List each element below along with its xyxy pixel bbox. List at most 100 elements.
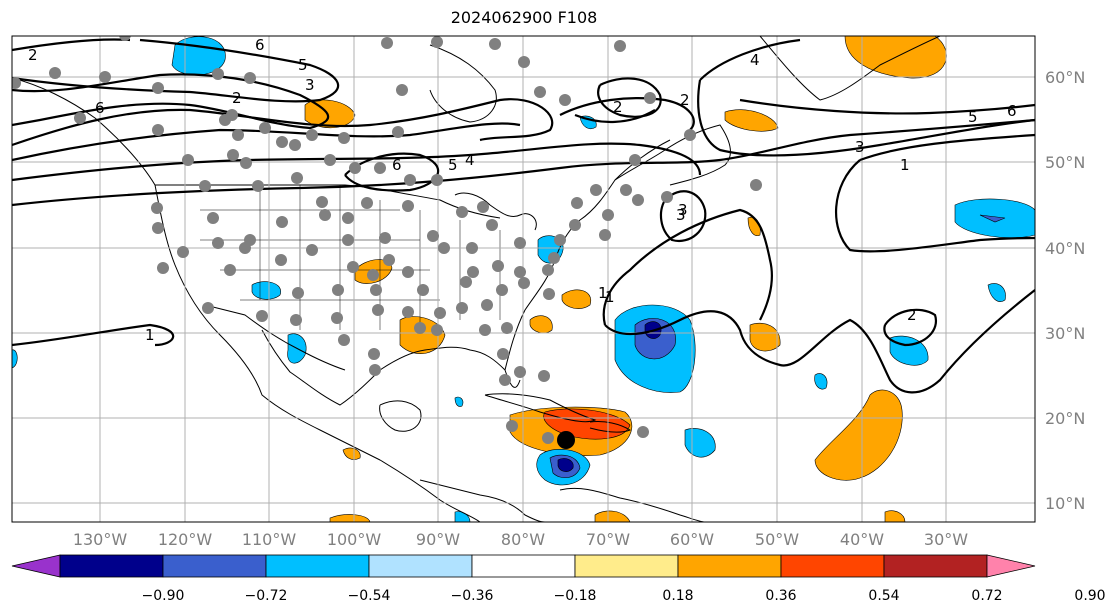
north-america-west-coast <box>12 77 481 522</box>
contour-line <box>344 152 440 192</box>
contour-lines <box>12 38 1035 394</box>
positive-anomaly-region <box>749 322 781 352</box>
contour-label: 6 <box>255 36 265 54</box>
contour-line <box>12 118 1035 207</box>
contour-labels: 2 6 5 3 2 6 5 4 6 3 3 1 2 1 4 5 6 3 1 2 … <box>28 36 1017 344</box>
lon-tick-label: 120°W <box>158 530 213 549</box>
contour-label: 5 <box>968 108 978 126</box>
gulf-coast <box>261 329 521 406</box>
positive-anomaly-region <box>814 389 903 481</box>
colorbar-segment <box>368 554 473 578</box>
latitude-tick-labels: 60°N 50°N 40°N 30°N 20°N 10°N <box>1045 68 1085 513</box>
strong-negative-anomaly-core <box>979 214 1006 223</box>
lat-tick-label: 40°N <box>1045 239 1085 258</box>
colorbar-segment <box>471 554 576 578</box>
positive-anomaly-region <box>594 510 631 522</box>
colorbar-tick-label: −0.54 <box>348 588 391 604</box>
lon-tick-label: 90°W <box>416 530 460 549</box>
plot-frame <box>11 35 1036 523</box>
south-america-coast <box>559 487 706 522</box>
colorbar-tick-label: −0.18 <box>554 588 597 604</box>
colorbar-tick-label: 0.54 <box>868 588 899 604</box>
colorbar-segment <box>265 554 370 578</box>
lon-tick-label: 130°W <box>73 530 128 549</box>
lat-tick-label: 30°N <box>1045 324 1085 343</box>
negative-anomaly-region <box>987 283 1006 302</box>
contour-line <box>12 73 330 130</box>
lon-tick-label: 80°W <box>501 530 545 549</box>
contour-label: 4 <box>465 151 475 169</box>
contour-label: 3 <box>678 201 688 219</box>
colorbar-segment <box>677 554 782 578</box>
contour-line <box>12 38 131 52</box>
colorbar-tick-label: −0.90 <box>142 588 185 604</box>
contour-label: 1 <box>598 284 608 302</box>
hudson-bay <box>429 44 497 123</box>
state-boundaries <box>200 185 501 330</box>
contour-label: 6 <box>95 99 105 117</box>
positive-anomaly-region <box>884 510 906 522</box>
colorbar-tick-label: 0.72 <box>971 588 1002 604</box>
colorbar-tick-label: −0.36 <box>451 588 494 604</box>
contour-line <box>559 97 695 131</box>
us-mexico-border <box>204 304 346 371</box>
storm-center-marker <box>557 431 575 449</box>
contour-line <box>602 208 774 326</box>
positive-anomaly-region <box>329 514 371 522</box>
colorbar-segment <box>780 554 885 578</box>
colorbar-segment <box>59 554 164 578</box>
contour-label: 5 <box>448 156 458 174</box>
positive-anomaly-region <box>561 289 592 309</box>
longitude-tick-labels: 130°W 120°W 110°W 100°W 90°W 80°W 70°W 6… <box>73 530 968 549</box>
colorbar-tick-label: 0.90 <box>1074 588 1105 604</box>
contour-line <box>739 98 1035 115</box>
colorbar-tick-label: 0.36 <box>765 588 796 604</box>
contour-line <box>574 109 656 123</box>
contour-label: 3 <box>305 76 315 94</box>
contour-label: 2 <box>28 46 38 64</box>
contour-label: 2 <box>232 89 242 107</box>
station-dots <box>12 36 762 444</box>
contour-label: 3 <box>676 206 686 224</box>
canada-east-coast <box>614 124 731 186</box>
colorbar-segment <box>574 554 679 578</box>
colorbar-tick-label: 0.18 <box>662 588 693 604</box>
colorbar <box>11 554 1036 578</box>
positive-anomaly-region <box>724 109 779 132</box>
yucatan-outline <box>379 400 422 432</box>
negative-anomaly-region <box>454 396 464 407</box>
lon-tick-label: 100°W <box>327 530 382 549</box>
contour-line <box>883 308 938 347</box>
negative-anomaly-region <box>684 428 716 458</box>
contour-label: 6 <box>392 156 402 174</box>
colorbar-labels: −0.90 −0.72 −0.54 −0.36 −0.18 0.18 0.36 0.54 0.7… <box>142 588 1105 604</box>
contour-line <box>12 38 340 103</box>
contour-line <box>12 98 554 147</box>
negative-anomaly-region <box>814 373 828 390</box>
hispaniola-outline <box>589 421 632 433</box>
contour-label: 3 <box>855 138 865 156</box>
central-america <box>419 479 546 522</box>
contour-label: 1 <box>605 288 615 306</box>
positive-anomaly-region <box>342 447 361 460</box>
lat-tick-label: 20°N <box>1045 409 1085 428</box>
colorbar-segment <box>883 554 988 578</box>
cuba-outline <box>484 393 597 423</box>
negative-anomaly-region <box>251 281 281 300</box>
contour-label: 4 <box>750 51 760 69</box>
contour-line <box>697 38 1035 157</box>
map-title: 2024062900 F108 <box>450 8 598 27</box>
colorbar-segment <box>162 554 267 578</box>
lon-tick-label: 30°W <box>924 530 968 549</box>
lon-tick-label: 60°W <box>670 530 714 549</box>
greenland-coast <box>759 36 941 101</box>
colorbar-tick-label: −0.72 <box>245 588 288 604</box>
contour-label: 5 <box>298 56 308 74</box>
colorbar-extend-low <box>11 554 61 578</box>
contour-label: 2 <box>680 91 690 109</box>
lat-tick-label: 10°N <box>1045 494 1085 513</box>
contour-label: 6 <box>1007 102 1017 120</box>
contour-label: 1 <box>900 156 910 174</box>
contour-line <box>834 133 1035 253</box>
contour-label: 2 <box>613 98 623 116</box>
